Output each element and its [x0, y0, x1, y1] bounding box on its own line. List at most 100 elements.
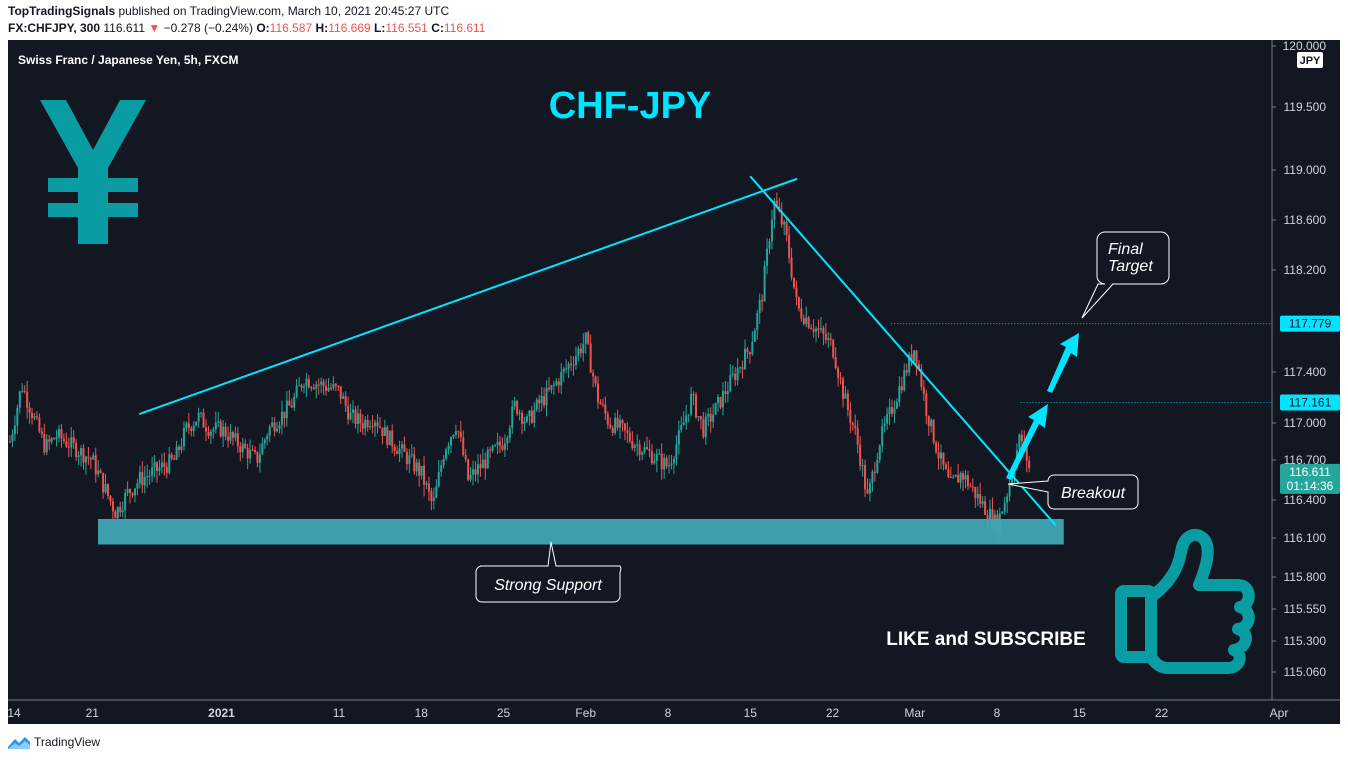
- candle-body: [641, 452, 644, 455]
- x-tick-label: 11: [333, 706, 346, 720]
- candle-body: [917, 364, 920, 369]
- time-axis[interactable]: 14 21 2021 11 18 25 Feb 8 15 22 Mar 8 15 22 Apr: [7, 706, 1288, 720]
- candle-body: [523, 421, 526, 424]
- candle-body: [597, 383, 599, 403]
- candle-body: [143, 476, 146, 486]
- candle-body: [685, 415, 688, 423]
- candle-body: [160, 462, 163, 468]
- candle-body: [334, 384, 337, 386]
- candle-body: [60, 428, 63, 439]
- candle-body: [364, 419, 367, 429]
- currency-badge-text: JPY: [1300, 55, 1321, 67]
- candle-body: [766, 248, 769, 266]
- candle-body: [729, 375, 732, 392]
- candle-body: [354, 409, 357, 424]
- candle-body: [555, 381, 558, 385]
- support-callout-box[interactable]: [475, 541, 622, 603]
- candle-body: [503, 443, 506, 450]
- candle-body: [249, 449, 252, 459]
- candle-body: [922, 387, 925, 394]
- target-callout-box[interactable]: [1081, 231, 1170, 319]
- candle-body: [454, 431, 457, 435]
- candle-body: [533, 409, 536, 423]
- publisher-name[interactable]: TopTradingSignals: [8, 4, 116, 18]
- candle-body: [748, 352, 751, 355]
- candle-body: [746, 348, 749, 353]
- candle-body: [13, 425, 16, 435]
- candle-body: [121, 510, 124, 513]
- candle-body: [180, 446, 183, 450]
- candle-body: [26, 391, 29, 408]
- candle-body: [851, 422, 854, 426]
- candle-body: [89, 458, 92, 460]
- candle-body: [770, 219, 773, 242]
- candle-body: [900, 386, 903, 391]
- candle-body: [87, 456, 90, 459]
- candle-body: [744, 348, 746, 370]
- candle-body: [325, 386, 328, 391]
- candle-body: [45, 439, 48, 453]
- candle-body: [72, 437, 75, 443]
- candle-body: [726, 391, 729, 395]
- candle-body: [628, 432, 631, 442]
- price-axis[interactable]: 120.000 119.500 119.000 118.600 118.200 117.4…: [1272, 39, 1327, 679]
- annotation-callouts[interactable]: Strong Support Breakout Final Target: [475, 231, 1170, 603]
- candle-body: [138, 472, 141, 484]
- candle-body: [868, 483, 871, 494]
- candle-body: [53, 438, 56, 440]
- candle-body: [636, 444, 639, 446]
- candle-body: [800, 308, 803, 319]
- low-value: 116.551: [385, 21, 428, 35]
- x-tick-label: Mar: [904, 706, 925, 720]
- candle-body: [775, 200, 778, 207]
- candle-body: [231, 432, 234, 438]
- breakout-callout-box[interactable]: [1007, 474, 1139, 510]
- candle-body: [322, 381, 325, 387]
- candle-body: [327, 388, 330, 391]
- candle-body: [450, 437, 452, 446]
- candle-body: [1028, 460, 1031, 468]
- candle-body: [187, 423, 190, 428]
- candle-body: [611, 427, 614, 433]
- candle-body: [104, 484, 107, 493]
- falling-trendline[interactable]: [749, 175, 1057, 526]
- chart-legend: Swiss Franc / Japanese Yen, 5h, FXCM: [18, 53, 239, 67]
- candle-body: [609, 424, 612, 428]
- tradingview-footer[interactable]: TradingView: [8, 735, 100, 749]
- candle-body: [494, 445, 497, 447]
- candle-body: [589, 343, 592, 373]
- chart-container[interactable]: 120.000 119.500 119.000 118.600 118.200 117.4…: [7, 39, 1340, 724]
- candle-body: [344, 396, 347, 406]
- candle-body: [682, 422, 685, 426]
- candle-body: [229, 432, 232, 441]
- candle-body: [616, 417, 619, 428]
- candle-body: [258, 454, 261, 463]
- candle-body: [854, 425, 857, 429]
- candle-body: [413, 454, 416, 472]
- candle-body: [178, 446, 181, 450]
- y-tick-label: 115.300: [1284, 634, 1327, 648]
- candle-body: [567, 363, 570, 369]
- y-tick-label: 116.400: [1284, 493, 1327, 507]
- rising-trendline[interactable]: [138, 177, 798, 416]
- candle-body: [741, 367, 744, 370]
- candle-body: [594, 376, 597, 384]
- symbol-name[interactable]: FX:CHFJPY, 300: [8, 21, 101, 35]
- candle-body: [653, 460, 656, 464]
- candle-body: [489, 449, 492, 451]
- candle-body: [146, 476, 149, 478]
- candle-body: [403, 444, 406, 452]
- candle-body: [337, 385, 340, 387]
- candle-body: [932, 419, 935, 443]
- candle-body: [222, 426, 225, 437]
- candle-body: [151, 467, 154, 476]
- x-tick-label: Feb: [575, 706, 596, 720]
- candle-body: [246, 447, 249, 459]
- candle-body: [11, 434, 14, 442]
- candle-body: [388, 430, 391, 446]
- price-chart[interactable]: 120.000 119.500 119.000 118.600 118.200 117.4…: [7, 39, 1340, 724]
- candle-body: [785, 221, 788, 236]
- candle-body: [501, 445, 504, 450]
- candle-body: [23, 390, 26, 392]
- candle-body: [935, 442, 938, 452]
